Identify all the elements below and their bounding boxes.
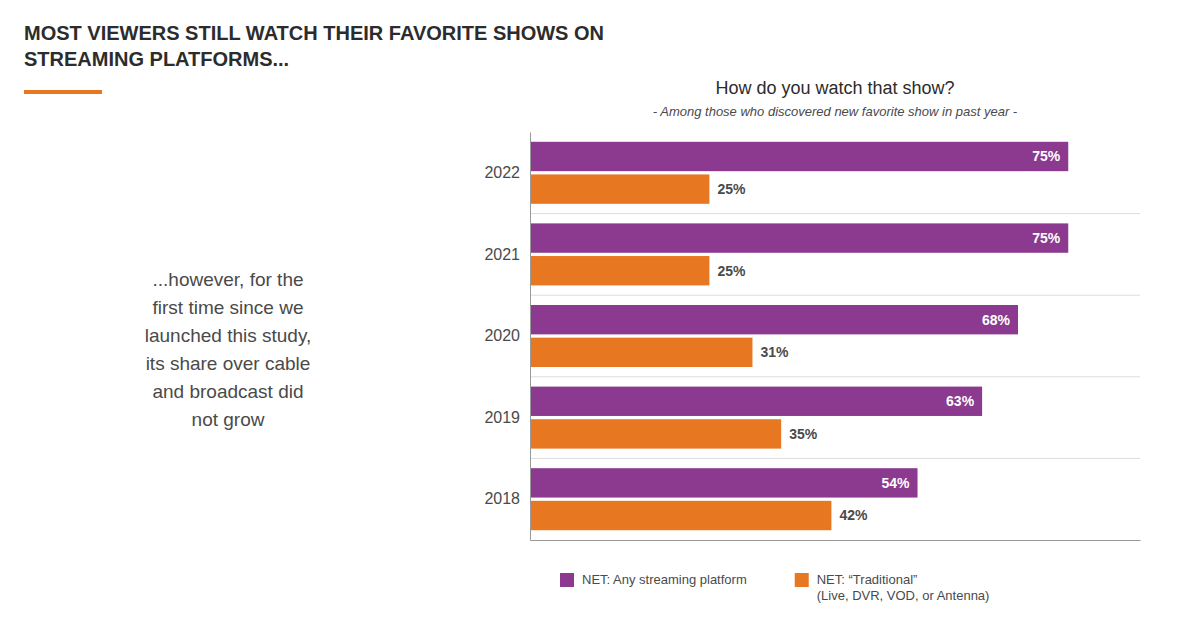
data-label: 25% [717, 263, 746, 279]
data-label: 54% [881, 475, 910, 491]
legend-label: NET: “Traditional”(Live, DVR, VOD, or An… [817, 572, 990, 603]
text-line: STREAMING PLATFORMS... [24, 48, 289, 70]
text-line: first time since we [153, 297, 304, 318]
background [0, 0, 1200, 625]
bar [530, 174, 709, 203]
bar [530, 305, 1018, 334]
legend-item: NET: Any streaming platform [560, 572, 747, 587]
title: MOST VIEWERS STILL WATCH THEIR FAVORITE … [24, 22, 604, 70]
annotation: ...however, for the first time since we la… [145, 269, 312, 430]
chart-title: How do you watch that show? [715, 78, 954, 98]
y-tick-label: 2018 [484, 490, 520, 507]
separator [530, 458, 1140, 459]
y-tick-label: 2019 [484, 409, 520, 426]
legend-swatch [795, 573, 809, 587]
y-tick-label: 2020 [484, 327, 520, 344]
text-line: NET: “Traditional” [817, 572, 918, 587]
y-tick: 2018 [484, 490, 530, 507]
data-label: 68% [982, 312, 1011, 328]
bars [530, 142, 1068, 530]
x-axis [531, 540, 1141, 541]
y-tick: 2019 [484, 409, 530, 426]
separators [530, 214, 1140, 459]
data-label: 42% [839, 507, 868, 523]
bar [530, 387, 982, 416]
text-line: ...however, for the [152, 269, 303, 290]
text-line: launched this study, [145, 325, 312, 346]
bar [530, 501, 831, 530]
text-line: MOST VIEWERS STILL WATCH THEIR FAVORITE … [24, 22, 604, 44]
data-label: 25% [717, 181, 746, 197]
data-label: 75% [1032, 148, 1061, 164]
y-tick: 2020 [484, 327, 530, 344]
data-label: 75% [1032, 230, 1061, 246]
legend: NET: Any streaming platform NET: “Traditi… [560, 572, 989, 603]
text-line: not grow [192, 409, 265, 430]
x-axis-line [531, 540, 1141, 541]
text-line: and broadcast did [152, 381, 303, 402]
y-tick: 2021 [484, 246, 530, 263]
data-label: 63% [946, 393, 975, 409]
y-tick-label: 2022 [484, 164, 520, 181]
text-line: NET: Any streaming platform [582, 572, 747, 587]
bar [530, 419, 781, 448]
bar [530, 223, 1068, 252]
text-line: its share over cable [146, 353, 311, 374]
text-line: (Live, DVR, VOD, or Antenna) [817, 588, 990, 603]
separator [530, 213, 1140, 214]
chart: MOST VIEWERS STILL WATCH THEIR FAVORITE … [0, 0, 1200, 625]
data-label: 35% [789, 426, 818, 442]
y-axis: 2022 2021 2020 2019 2018 [484, 133, 530, 541]
chart-subtitle: - Among those who discovered new favorit… [653, 104, 1018, 119]
bar [530, 468, 918, 497]
data-label: 31% [760, 344, 789, 360]
data-labels: 75% 75% 68% 63% 54% 25% 25% 31% 35% 42% [717, 148, 1060, 523]
legend-swatch [560, 573, 574, 587]
y-tick-label: 2021 [484, 246, 520, 263]
bar [530, 338, 752, 367]
bar [530, 256, 709, 285]
separator [530, 376, 1140, 377]
y-axis-line [530, 133, 531, 541]
legend-label: NET: Any streaming platform [582, 572, 747, 587]
y-tick: 2022 [484, 164, 530, 181]
bar [530, 142, 1068, 171]
accent-line [24, 90, 102, 94]
legend-item: NET: “Traditional”(Live, DVR, VOD, or An… [795, 572, 990, 603]
separator [530, 295, 1140, 296]
